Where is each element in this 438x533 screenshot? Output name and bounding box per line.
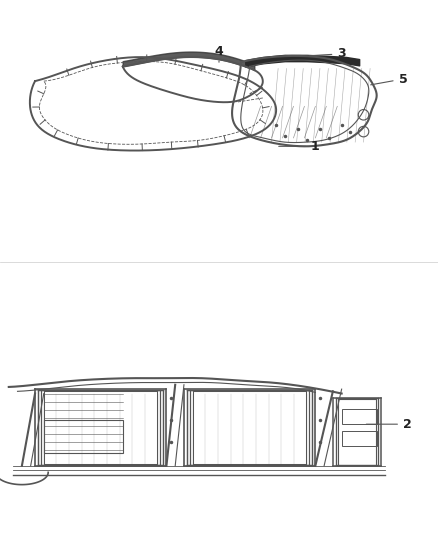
Text: 3: 3 (309, 47, 346, 60)
Bar (342, 409, 377, 424)
Text: 5: 5 (371, 72, 407, 85)
Text: 2: 2 (366, 418, 412, 431)
Bar (342, 431, 377, 446)
Bar (44, 420, 123, 453)
Text: 1: 1 (279, 140, 320, 153)
Text: 4: 4 (215, 45, 223, 62)
